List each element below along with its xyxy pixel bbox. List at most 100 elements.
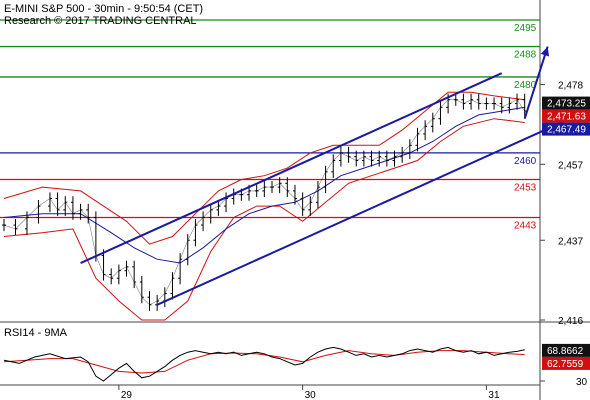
price-badge-dark [542, 96, 590, 110]
price-badge-label: 2,467.49 [547, 125, 586, 136]
price-bar [476, 93, 481, 110]
bollinger-lower-line [3, 118, 525, 321]
price-bar [308, 196, 313, 216]
rsi-badge-label: 62.7559 [547, 359, 584, 370]
price-bar [369, 150, 374, 167]
price-bar [507, 97, 512, 114]
price-bar [132, 260, 137, 289]
rsi-badge-red [542, 356, 590, 370]
rsi-badge-label: 68.8662 [547, 346, 584, 357]
price-bar [86, 203, 91, 224]
time-tick-label: 31 [488, 390, 500, 400]
price-bar [285, 177, 290, 197]
time-tick-label: 29 [121, 390, 133, 400]
price-bar [155, 294, 160, 311]
price-bar [484, 97, 489, 110]
price-bar [116, 264, 121, 285]
price-bar [24, 211, 29, 235]
price-bar [377, 150, 382, 167]
level-label-2488: 2488 [514, 50, 537, 61]
price-bar [262, 181, 267, 197]
price-bar [400, 146, 405, 163]
price-bar [300, 192, 305, 216]
price-bar [315, 181, 320, 209]
projection-arrow-head [540, 46, 550, 57]
level-label-2480: 2480 [514, 80, 537, 91]
price-bar [346, 146, 351, 163]
rsi-line [3, 346, 525, 382]
price-bar [36, 200, 41, 224]
moving-average [3, 106, 525, 264]
level-label-2443: 2443 [514, 220, 537, 231]
price-bar [292, 184, 297, 205]
price-badge-red [542, 109, 590, 123]
price-bar [492, 97, 497, 110]
price-bar [277, 177, 282, 194]
research-credit: Research © 2017 TRADING CENTRAL [4, 15, 197, 27]
price-bar [208, 203, 213, 224]
price-bar [224, 192, 229, 213]
price-bar [331, 154, 336, 178]
price-bar [70, 196, 75, 220]
price-bar [47, 192, 52, 213]
price-bar [216, 200, 221, 216]
channel-line-upper [80, 72, 503, 264]
price-badge-label: 2,473.25 [547, 99, 586, 110]
price-bar [124, 260, 129, 277]
price-bar [469, 93, 474, 110]
price-bar [170, 272, 175, 300]
price-bar [178, 253, 183, 285]
price-bar [361, 150, 366, 167]
price-bar [109, 268, 114, 285]
price-bar [101, 249, 106, 281]
rsi-tick-label: 30 [576, 377, 588, 388]
price-bar [55, 192, 60, 216]
price-tick-label: 2,457 [558, 160, 583, 171]
projection-arrow-shaft [523, 46, 549, 120]
price-bar [193, 218, 198, 247]
price-bar [147, 291, 152, 311]
level-label-2460: 2460 [514, 156, 537, 167]
price-bar [270, 181, 274, 194]
time-tick-label: 30 [305, 390, 317, 400]
channel-line-lower [156, 114, 579, 306]
level-label-2495: 2495 [514, 23, 537, 34]
price-bar [185, 234, 190, 266]
price-bar [63, 196, 68, 216]
price-bar [338, 146, 343, 167]
price-bar [461, 93, 466, 110]
price-bar [415, 127, 420, 152]
price-bar [323, 165, 328, 194]
price-badge-blue [542, 122, 590, 136]
price-bar [407, 139, 412, 159]
price-bar [499, 97, 504, 114]
rsi-panel: 30 68.8662 62.7559 [3, 343, 590, 388]
price-bar [384, 150, 389, 167]
price-bars [2, 93, 527, 311]
price-tick-label: 2,437 [558, 236, 583, 247]
rsi-title: RSI14 - 9MA [4, 327, 68, 339]
price-bar [254, 184, 259, 197]
price-bar [515, 93, 520, 110]
rsi-badge-dark [542, 343, 590, 357]
price-bar [392, 150, 397, 167]
price-bar [453, 93, 458, 106]
price-bar [13, 218, 18, 235]
price-axis: 2,478 2,457 2,437 2,416 [540, 81, 583, 327]
price-bar [430, 112, 435, 133]
price-bar [438, 101, 443, 125]
price-tick-label: 2,478 [558, 81, 583, 92]
level-label-2453: 2453 [514, 182, 537, 193]
price-bar [78, 203, 83, 220]
price-badge-label: 2,471.63 [547, 112, 586, 123]
price-badges: 2,473.25 2,471.63 2,467.49 [542, 96, 590, 136]
moving-average-line [3, 106, 525, 264]
chart-title: E-MINI S&P 500 - 30min - 9:50:54 (CET) [4, 3, 203, 15]
trend-channel [80, 46, 579, 306]
price-bar [139, 275, 144, 304]
price-bar [2, 218, 6, 232]
price-bar [201, 211, 206, 232]
time-axis: 293031Sep [118, 385, 500, 400]
price-bar [354, 150, 359, 167]
